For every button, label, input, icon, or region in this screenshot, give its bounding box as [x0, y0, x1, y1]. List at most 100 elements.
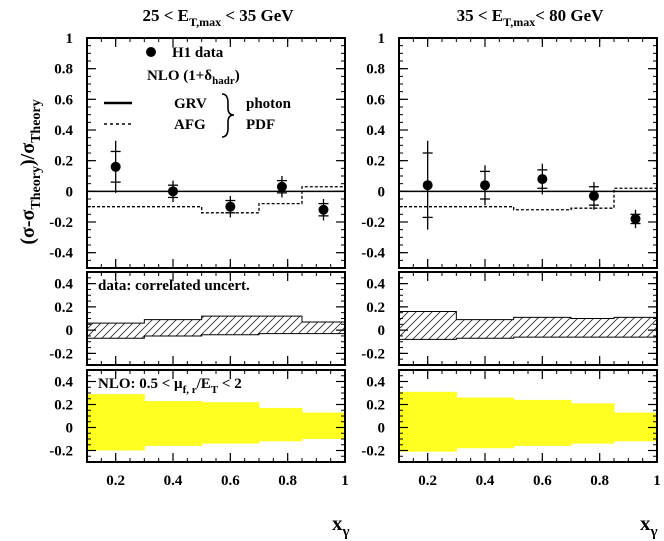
data-point-1	[168, 186, 178, 197]
x-axis-title-right: xγ	[640, 511, 658, 540]
panel-p1-bot: 0.4 0.2 0 -0.2	[361, 369, 658, 463]
correlated-band-3	[259, 316, 302, 334]
legend-grv-label: GRV	[174, 96, 207, 112]
data-point-2	[537, 174, 548, 185]
y-tick-label: 0.2	[54, 300, 73, 316]
panel-p1-top: 1 0.8 0.6 0.4 0.2 0 -0.2 -0.4	[361, 31, 658, 269]
y-tick-label: 1	[378, 31, 386, 47]
data-point-3	[276, 181, 287, 192]
y-tick-label: 0.2	[54, 398, 73, 414]
y-tick-label: 0	[66, 421, 74, 437]
y-tick-label: -0.2	[49, 346, 73, 362]
panel-title-right: 35 < ET,max< 80 GeV	[457, 6, 605, 29]
y-tick-label: -0.2	[49, 444, 73, 460]
bottom-panel-label: NLO: 0.5 < μf, r/ET < 2	[98, 376, 242, 396]
x-tick-label: 0.6	[533, 473, 552, 489]
x-tick-label: 1	[653, 473, 661, 489]
x-tick-label: 0.8	[590, 473, 609, 489]
y-tick-label: 0.6	[366, 92, 385, 108]
y-tick-label: -0.2	[361, 346, 385, 362]
y-tick-label: 0	[66, 184, 74, 200]
y-tick-label: 0.4	[54, 375, 73, 391]
panel-title-left: 25 < ET,max < 35 GeV	[142, 6, 294, 29]
legend-pdf-line2: PDF	[246, 117, 275, 133]
data-point-0	[422, 180, 433, 191]
legend-h1-label: H1 data	[172, 45, 224, 61]
y-tick-label: 0.4	[54, 277, 73, 293]
data-point-1	[480, 180, 490, 191]
x-tick-label: 0.8	[278, 473, 297, 489]
data-point-4	[318, 204, 329, 215]
x-tick-label: 0.2	[106, 473, 125, 489]
legend-nlo-label: NLO (1+δhadr)	[147, 68, 240, 87]
correlated-band-0	[399, 311, 457, 340]
x-axis-title-left: xγ	[332, 511, 350, 540]
nlo-scale-band-3	[571, 403, 615, 444]
y-tick-label: 0	[378, 421, 386, 437]
data-point-0	[110, 161, 121, 172]
nlo-scale-band-0	[399, 391, 457, 452]
legend-brace-icon	[221, 93, 235, 138]
y-tick-label: 0	[378, 323, 386, 339]
x-tick-label: 1	[341, 473, 349, 489]
y-tick-label: 0.2	[366, 300, 385, 316]
nlo-scale-band-0	[87, 394, 145, 451]
afg-histogram	[87, 186, 345, 214]
correlated-band-0	[87, 323, 145, 339]
middle-panel-label: data: correlated uncert.	[98, 278, 250, 294]
y-tick-label: 0.8	[366, 62, 385, 78]
y-axis-title: (σ-σTheory)/σTheory	[17, 99, 44, 244]
y-tick-label: 0.2	[54, 154, 73, 170]
correlated-band-2	[201, 316, 259, 335]
legend-pdf-line1: photon	[246, 96, 292, 112]
y-tick-label: -0.2	[361, 444, 385, 460]
panel-p1-mid: 0.4 0.2 0 -0.2	[361, 271, 658, 366]
panel-p0-bot: 0.4 0.2 0 -0.2	[49, 369, 346, 463]
data-point-2	[225, 201, 236, 212]
y-tick-label: 0.4	[366, 375, 385, 391]
panel-frame	[86, 37, 346, 269]
y-tick-label: 0	[66, 323, 74, 339]
legend-afg-label: AFG	[174, 117, 206, 133]
y-tick-label: 0.8	[54, 62, 73, 78]
y-tick-label: 0.6	[54, 92, 73, 108]
y-tick-label: -0.2	[361, 215, 385, 231]
correlated-band-4	[302, 321, 345, 334]
y-tick-label: -0.4	[361, 246, 385, 262]
correlated-band-3	[571, 318, 614, 338]
panel-p0-top: 1 0.8 0.6 0.4 0.2 0 -0.2 -0.4	[49, 31, 346, 269]
correlated-band-1	[456, 319, 514, 339]
y-tick-label: 0.2	[366, 154, 385, 170]
correlated-band-lower-edge	[399, 336, 657, 340]
correlated-band-upper-edge	[399, 311, 657, 321]
correlated-band-2	[513, 317, 571, 338]
data-point-3	[588, 190, 599, 201]
nlo-scale-band-2	[513, 399, 572, 446]
nlo-scale-band-1	[144, 401, 203, 446]
correlated-band-lower-edge	[87, 333, 345, 339]
nlo-scale-band-1	[456, 397, 515, 449]
x-tick-label: 0.4	[164, 473, 183, 489]
nlo-scale-band-3	[259, 407, 303, 442]
panel-frame	[398, 37, 658, 269]
y-tick-label: 0.4	[366, 277, 385, 293]
y-tick-label: 0.4	[366, 123, 385, 139]
y-tick-label: 0.4	[54, 123, 73, 139]
y-tick-label: 0	[378, 184, 386, 200]
correlated-band-1	[144, 319, 202, 336]
legend: H1 data NLO (1+δhadr) GRV AFG photon PDF	[104, 45, 292, 138]
correlated-band-upper-edge	[87, 315, 345, 324]
x-tick-label: 0.2	[418, 473, 437, 489]
x-tick-label: 0.6	[221, 473, 240, 489]
x-tick-label: 0.4	[476, 473, 495, 489]
legend-h1-marker	[146, 47, 156, 57]
y-tick-label: 1	[66, 31, 74, 47]
y-tick-label: 0.2	[366, 398, 385, 414]
y-tick-label: -0.2	[49, 215, 73, 231]
panel-p0-mid: 0.4 0.2 0 -0.2	[49, 271, 346, 366]
afg-histogram	[399, 187, 657, 211]
nlo-scale-band-4	[302, 412, 346, 439]
nlo-scale-band-2	[201, 402, 260, 444]
correlated-band-4	[614, 317, 657, 338]
